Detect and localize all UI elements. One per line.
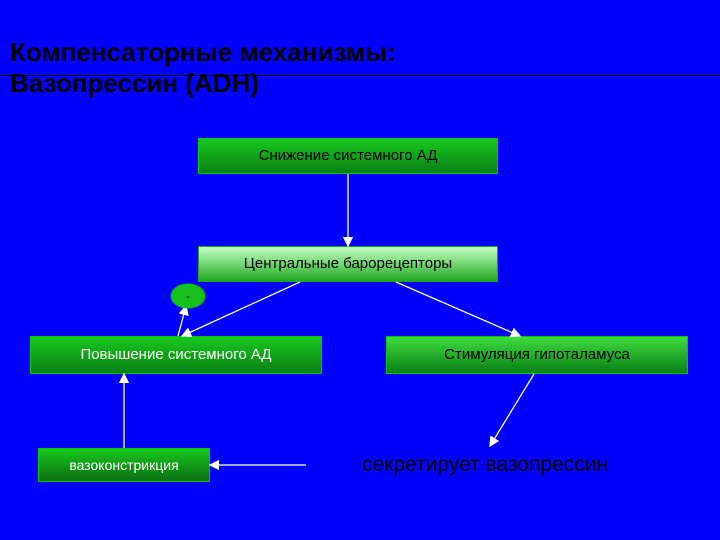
node-decrease-bp: Снижение системного АД	[198, 138, 498, 174]
node-vasopressin: секретирует вазопрессин	[306, 446, 664, 484]
node-label: секретирует вазопрессин	[362, 453, 608, 477]
feedback-ellipse-label: -	[186, 289, 190, 303]
node-label: Стимуляция гипоталамуса	[444, 346, 630, 363]
edge-n2-n4	[396, 282, 520, 336]
edge-n4-n6	[490, 374, 534, 446]
node-label: вазоконстрикция	[69, 457, 178, 473]
node-increase-bp: Повышение системного АД	[30, 336, 322, 374]
node-label: Снижение системного АД	[259, 147, 438, 164]
title-underline	[0, 75, 720, 76]
edge-n3-ellipse	[178, 306, 186, 336]
edge-n2-n3	[182, 282, 300, 336]
node-label: Повышение системного АД	[80, 346, 271, 363]
slide-title-text: Компенсаторные механизмы: Вазопрессин (A…	[10, 37, 396, 98]
slide-title: Компенсаторные механизмы: Вазопрессин (A…	[10, 6, 396, 99]
slide-root: Компенсаторные механизмы: Вазопрессин (A…	[0, 0, 720, 540]
node-hypothalamus: Стимуляция гипоталамуса	[386, 336, 688, 374]
feedback-ellipse	[171, 284, 205, 308]
node-label: Центральные барорецепторы	[244, 255, 452, 272]
node-baroreceptors: Центральные барорецепторы	[198, 246, 498, 282]
node-vasoconstriction: вазоконстрикция	[38, 448, 210, 482]
